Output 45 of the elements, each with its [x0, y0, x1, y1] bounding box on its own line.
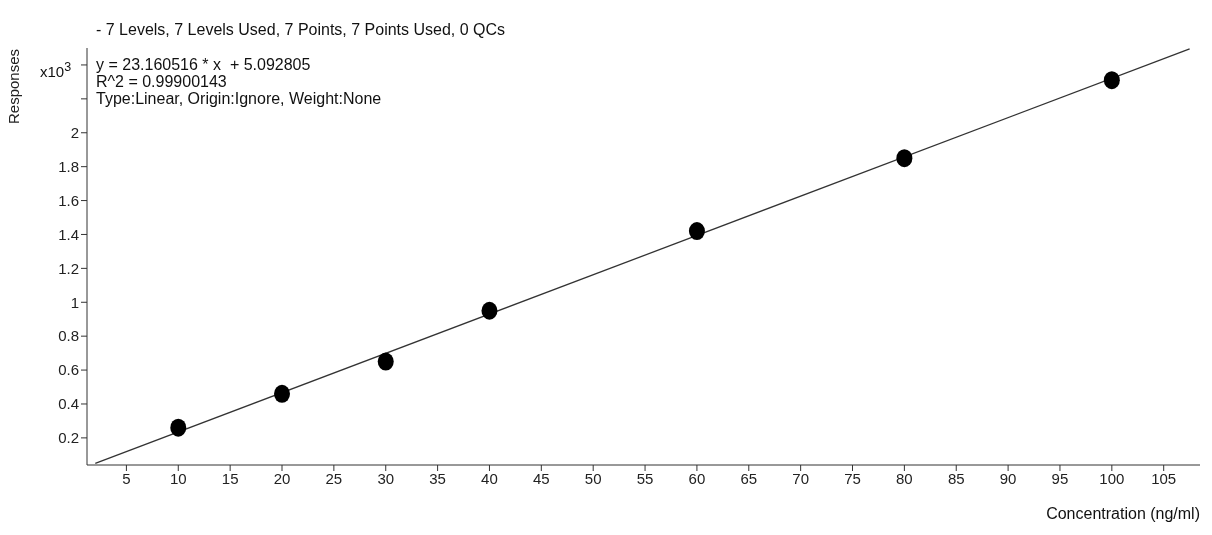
x-tick-label: 105: [1151, 469, 1177, 487]
y-tick-label: 1.4: [58, 225, 79, 243]
annotation: R^2 = 0.99900143: [96, 73, 228, 90]
point: [170, 418, 187, 437]
x-tick-label: 20: [273, 469, 291, 487]
point: [896, 149, 913, 168]
y-tick-label: 0.6: [58, 361, 79, 379]
x-axis-title: Concentration (ng/ml): [1046, 505, 1200, 523]
x-tick-label: 5: [122, 469, 131, 487]
y-tick-label: 1: [70, 293, 79, 311]
point: [377, 352, 394, 371]
x-tick-label: 10: [169, 469, 187, 487]
x-tick-label: 40: [481, 469, 498, 487]
chart-title: - 7 Levels, 7 Levels Used, 7 Points, 7 Points Used, 0 QCs: [96, 21, 506, 39]
annotation: y = 23.160516 * x + 5.092805: [96, 56, 312, 73]
y-tick-label: 0.4: [58, 395, 79, 413]
y-tick-label: 1.8: [58, 157, 79, 175]
x-tick-label: 60: [688, 469, 706, 487]
point: [274, 384, 291, 403]
x-tick-label: 95: [1051, 469, 1069, 487]
x-tick-label: 65: [740, 469, 758, 487]
x-tick-label: 80: [896, 469, 913, 487]
x-tick-label: 100: [1099, 469, 1125, 487]
point: [1103, 71, 1120, 90]
x-tick-label: 35: [429, 469, 446, 487]
x-tick-label: 30: [377, 469, 395, 487]
y-tick-label: 1.6: [58, 191, 79, 209]
x-tick-label: 45: [532, 469, 550, 487]
y-tick-label: 0.8: [58, 327, 79, 345]
y-tick-label: 0.2: [58, 429, 79, 447]
y-axis-title: Responses: [5, 48, 23, 125]
point: [481, 301, 498, 320]
x-tick-label: 55: [636, 469, 654, 487]
x-tick-label: 15: [221, 469, 239, 487]
y-tick-label: 1.2: [58, 259, 79, 277]
text: x10$^{3}$: [40, 60, 72, 80]
y-tick-label: 2: [70, 124, 79, 142]
x-tick-label: 75: [844, 469, 861, 487]
annotation: Type:Linear, Origin:Ignore, Weight:None: [96, 90, 382, 107]
x-tick-label: 85: [947, 469, 965, 487]
x-tick-label: 50: [584, 469, 602, 487]
x-tick-label: 90: [999, 469, 1017, 487]
point: [688, 222, 705, 241]
x-tick-label: 25: [325, 469, 343, 487]
x-tick-label: 70: [792, 469, 809, 487]
